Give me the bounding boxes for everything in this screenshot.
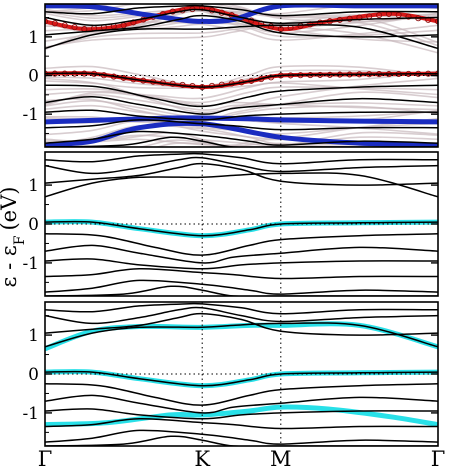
y-axis-title-unit: (eV)	[0, 187, 21, 231]
band-line-9	[45, 429, 438, 445]
ghost-band-9-0	[45, 124, 385, 147]
y-tick-label-top-1: 0	[28, 67, 39, 87]
ghost-band-6-1	[45, 94, 438, 111]
red-marker-1-23	[267, 23, 275, 30]
band-line-7	[45, 109, 438, 121]
highlight-band-cyan-0	[45, 321, 438, 352]
band-line-6	[45, 96, 438, 115]
y-tick-label-top-0: -1	[22, 105, 39, 125]
ghost-band-5-0	[45, 77, 438, 114]
y-axis-title-subscript: F	[12, 235, 28, 245]
band-line-2	[45, 162, 438, 186]
red-marker-1-1	[51, 20, 58, 27]
plot-area-bottom	[45, 302, 438, 446]
band-line-9	[45, 130, 438, 146]
panel-bottom: -1 0 1	[22, 301, 439, 447]
band-line-3	[45, 322, 438, 348]
red-marker-1-2	[61, 22, 68, 29]
highlight-band-blue-3	[45, 115, 438, 125]
band-line-2	[45, 14, 438, 38]
band-line-4	[45, 370, 438, 387]
band-line-5	[45, 84, 438, 108]
ghost-band-4-0	[45, 65, 438, 89]
band-line-9	[45, 279, 438, 295]
panel-top: -1 0 1	[22, 3, 439, 148]
y-tick-label-bottom-1: 0	[28, 365, 39, 385]
highlight-band-cyan-2	[45, 404, 438, 428]
band-line-5	[45, 382, 438, 406]
band-line-4	[45, 72, 438, 88]
x-tick-label-0: Γ	[38, 447, 53, 469]
x-tick-label-1: K	[194, 447, 210, 469]
band-line-8	[45, 418, 438, 430]
red-marker-1-3	[71, 24, 78, 31]
y-axis-title-main: ε - ε	[0, 245, 21, 287]
band-line-3	[45, 172, 438, 198]
band-line-7	[45, 258, 438, 270]
ghost-band-5-1	[45, 86, 438, 104]
y-tick-label-bottom-0: -1	[22, 404, 39, 424]
y-tick-label-bottom-2: 1	[28, 326, 39, 346]
y-tick-label-middle-0: -1	[22, 254, 39, 274]
panels-group: -1 0 1 -1 0 1 -1 0 1	[22, 3, 439, 447]
ghost-band-10-0	[45, 131, 438, 147]
band-line-3	[45, 24, 438, 50]
y-tick-label-top-2: 1	[28, 28, 39, 48]
y-axis-title: ε - εF (eV)	[0, 187, 28, 288]
x-tick-label-3: Γ	[431, 447, 446, 469]
band-line-0	[45, 152, 438, 165]
highlight-band-red-1	[45, 5, 438, 32]
red-marker-1-36	[395, 11, 402, 19]
band-line-6	[45, 394, 438, 414]
plot-area-middle	[45, 152, 438, 296]
band-line-4	[45, 220, 438, 237]
red-marker-1-34	[376, 12, 383, 19]
y-tick-label-middle-1: 0	[28, 215, 39, 235]
y-tick-label-middle-2: 1	[28, 176, 39, 196]
band-line-7	[45, 408, 438, 420]
red-marker-1-13	[169, 8, 176, 15]
plot-area-top	[45, 4, 438, 147]
band-line-6	[45, 244, 438, 264]
band-line-8	[45, 268, 438, 280]
ghost-band-1-2	[45, 8, 438, 34]
ghost-band-5-2	[45, 82, 438, 100]
panel-middle: -1 0 1	[22, 151, 439, 297]
band-line-8	[45, 119, 438, 131]
band-line-10	[45, 285, 438, 296]
x-tick-label-2: M	[270, 447, 292, 469]
red-marker-1-37	[405, 13, 412, 20]
highlight-band-blue-2	[45, 4, 438, 24]
band-line-0	[45, 4, 438, 17]
band-line-10	[45, 435, 438, 446]
ghost-band-3-1	[45, 20, 438, 49]
band-line-5	[45, 232, 438, 256]
band-line-0	[45, 302, 438, 315]
band-line-2	[45, 312, 438, 336]
red-marker-1-31	[346, 15, 353, 22]
